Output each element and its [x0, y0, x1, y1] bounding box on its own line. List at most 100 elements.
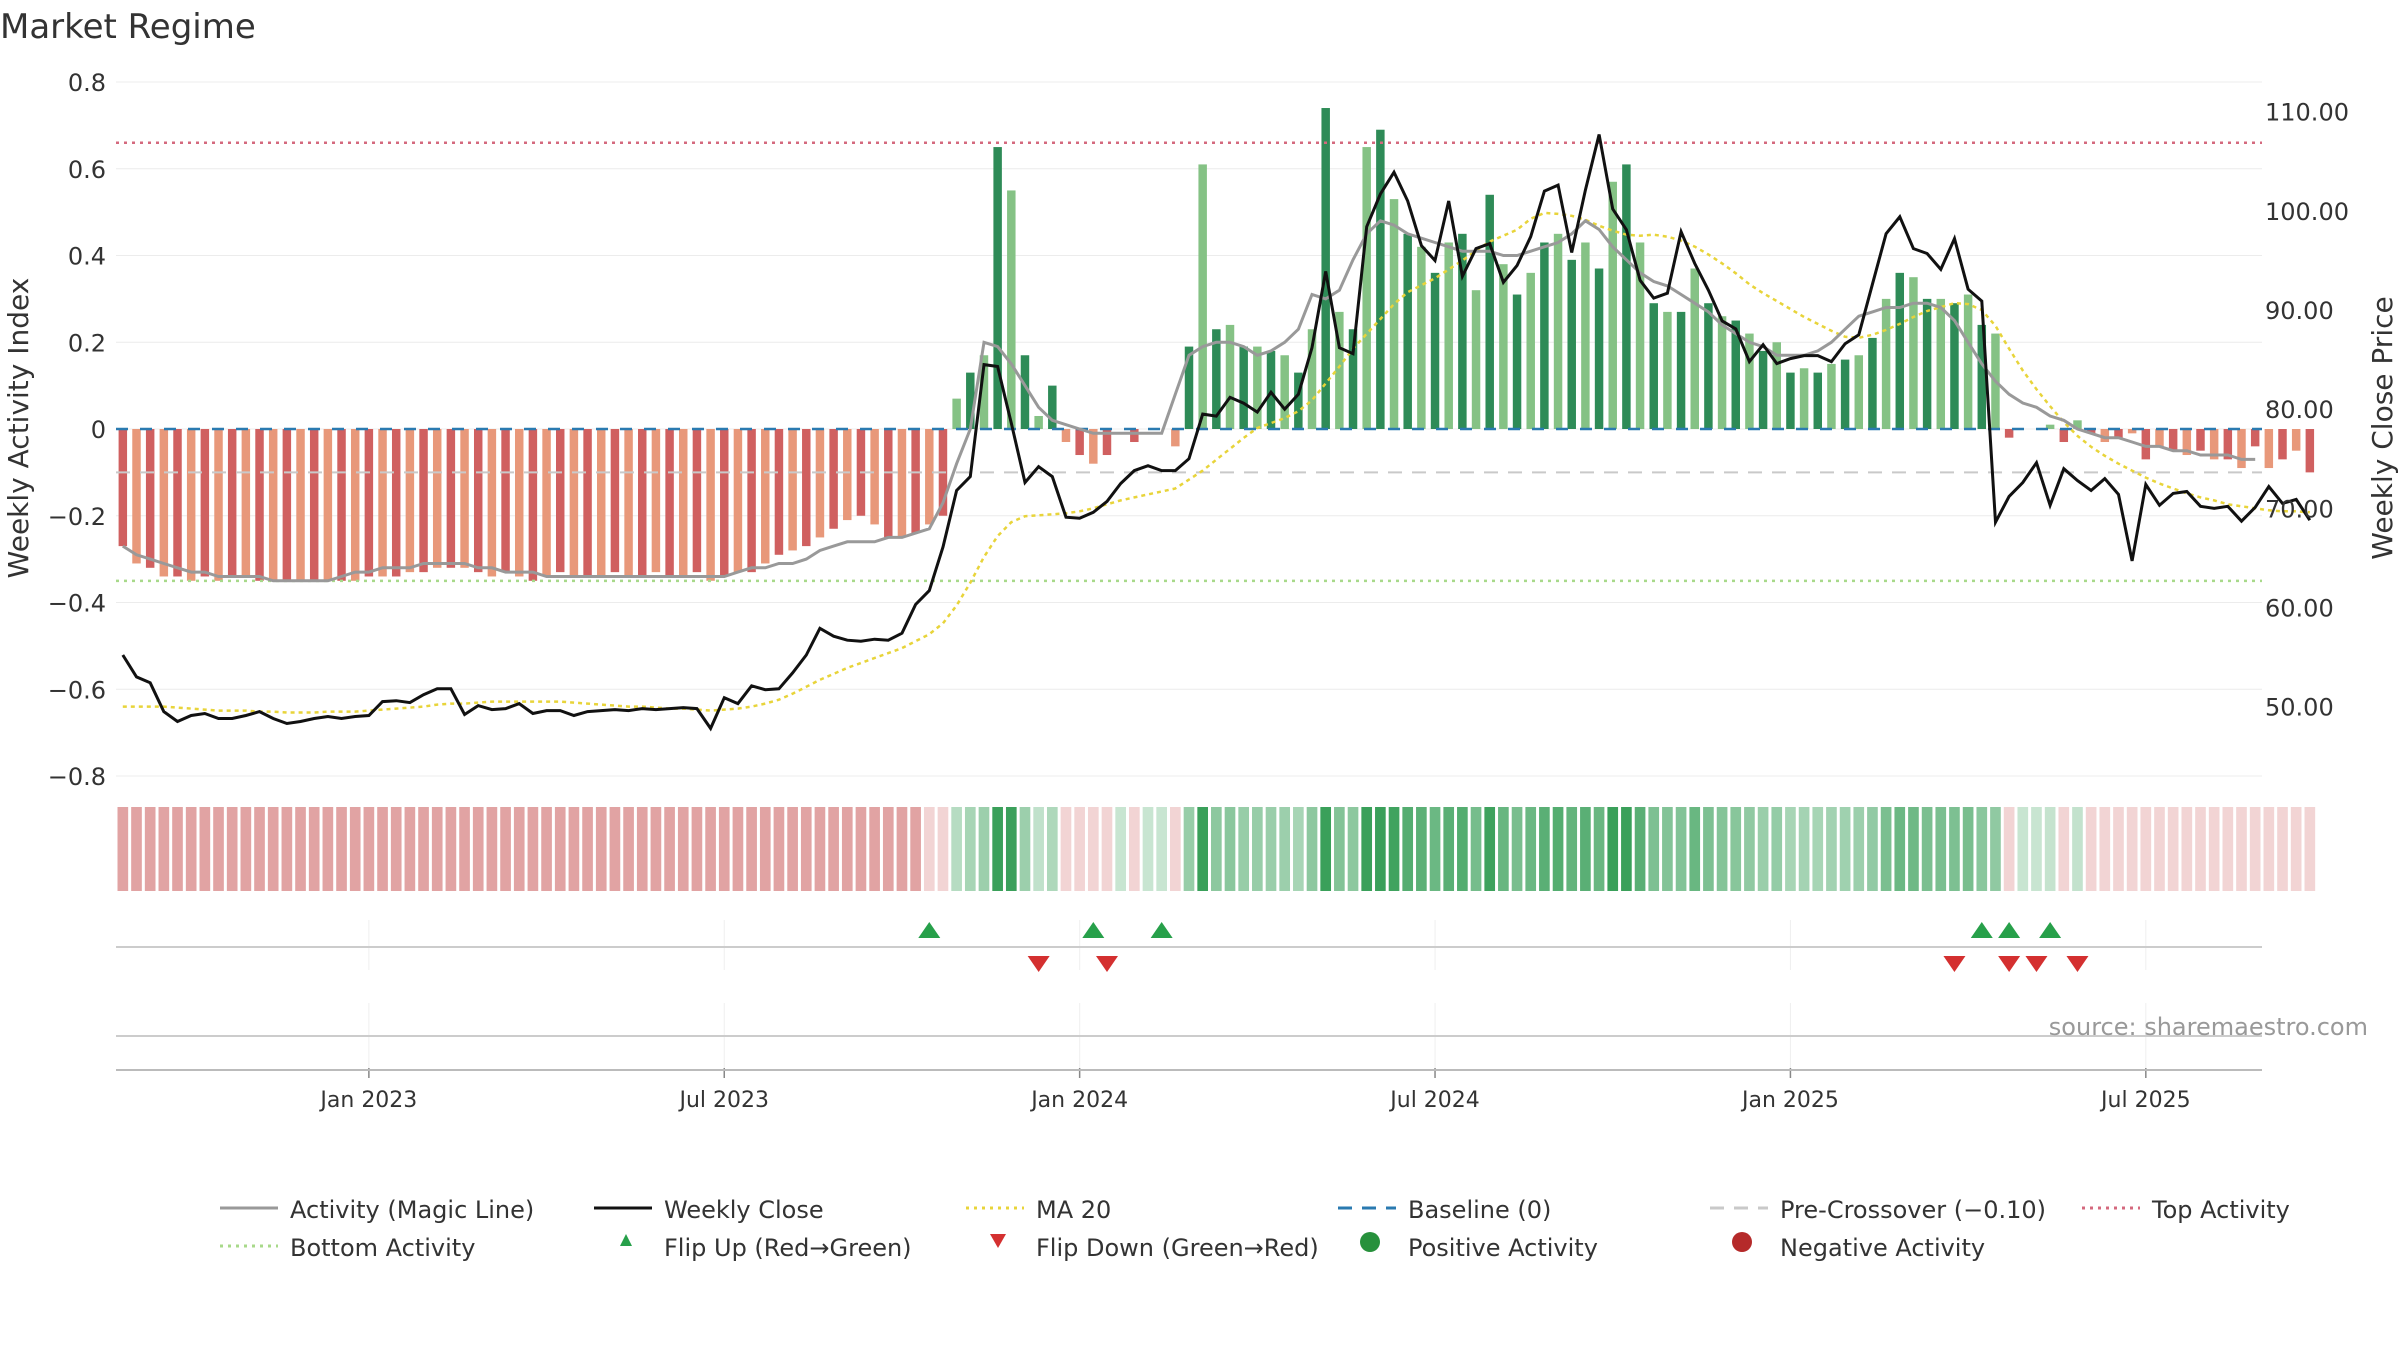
regime-cell	[1197, 807, 1208, 891]
x-tick-label: Jul 2025	[2099, 1088, 2191, 1113]
regime-cell	[855, 807, 867, 891]
regime-cell	[759, 807, 771, 891]
activity-bar	[1294, 372, 1303, 429]
legend-label: Positive Activity	[1408, 1234, 1598, 1262]
activity-bar	[1389, 199, 1399, 429]
activity-bar	[692, 429, 702, 573]
activity-bar	[747, 429, 756, 573]
activity-bar	[200, 429, 210, 577]
regime-cell	[185, 807, 197, 891]
legend-label: MA 20	[1036, 1196, 1111, 1224]
activity-bar	[1526, 272, 1535, 429]
activity-bar	[1635, 242, 1645, 429]
regime-strip	[117, 807, 2316, 891]
x-tick-label: Jan 2023	[318, 1088, 417, 1113]
activity-bar	[2237, 429, 2246, 469]
regime-cell	[1757, 807, 1769, 891]
activity-bar	[1253, 346, 1262, 429]
regime-cell	[1074, 807, 1085, 891]
activity-bar	[1567, 259, 1576, 429]
regime-cell	[869, 807, 880, 891]
activity-bar	[337, 429, 346, 581]
regime-cell	[1607, 807, 1619, 891]
regime-cell	[2195, 807, 2206, 891]
regime-cell	[1443, 807, 1455, 891]
legend-label: Bottom Activity	[290, 1234, 475, 1262]
regime-cell	[2208, 807, 2220, 891]
right-tick-label: 110.00	[2265, 99, 2349, 127]
regime-cell	[295, 807, 306, 891]
regime-cell	[787, 807, 798, 891]
activity-bar	[2168, 429, 2178, 451]
activity-bar	[1881, 298, 1891, 429]
regime-cell	[896, 807, 908, 891]
activity-bar	[1307, 329, 1317, 429]
regime-cell	[582, 807, 593, 891]
flip-up-marker	[2039, 922, 2062, 938]
activity-bar	[2278, 429, 2287, 460]
regime-cell	[732, 807, 744, 891]
activity-bar	[350, 429, 360, 581]
activity-bar	[1102, 429, 1112, 456]
flip-up-marker	[1970, 922, 1993, 938]
regime-cell	[992, 807, 1003, 891]
regime-cell	[2304, 807, 2316, 891]
regime-cell	[172, 807, 183, 891]
regime-cell	[1470, 807, 1482, 891]
activity-bar	[173, 429, 182, 577]
activity-bar	[118, 429, 128, 547]
regime-cell	[1156, 807, 1167, 891]
activity-bar	[2004, 429, 2014, 438]
regime-cell	[1675, 807, 1687, 891]
regime-cell	[226, 807, 238, 891]
legend-label: Baseline (0)	[1408, 1196, 1551, 1224]
activity-bar	[1458, 233, 1467, 429]
activity-bar	[132, 429, 141, 564]
legend-swatch	[1360, 1232, 1380, 1252]
activity-bar	[1130, 429, 1139, 443]
activity-bar	[1717, 316, 1727, 429]
activity-bar	[1950, 303, 1959, 429]
magic-line	[121, 218, 2256, 583]
activity-bar	[788, 429, 797, 551]
activity-bar	[870, 429, 879, 525]
regime-cell	[445, 807, 457, 891]
regime-cell	[1211, 807, 1222, 891]
regime-cell	[1976, 807, 1988, 891]
regime-cell	[1593, 807, 1605, 891]
regime-cell	[964, 807, 976, 891]
activity-bar	[419, 429, 428, 573]
reference-lines	[116, 141, 2262, 583]
regime-cell	[1238, 807, 1250, 891]
activity-bar	[2141, 429, 2151, 460]
regime-cell	[937, 807, 949, 891]
activity-bar	[1540, 242, 1549, 429]
legend: Activity (Magic Line) Weekly Close MA 20 Ba…	[220, 1196, 2290, 1262]
regime-cell	[281, 807, 293, 891]
activity-bar	[1745, 333, 1754, 429]
regime-cell	[322, 807, 334, 891]
flip-down-marker	[1095, 956, 1118, 972]
activity-bar	[2223, 429, 2233, 460]
regime-cell	[486, 807, 498, 891]
regime-cell	[336, 807, 347, 891]
activity-bar	[1895, 272, 1905, 429]
left-tick-label: 0	[91, 416, 106, 444]
activity-bar	[282, 429, 292, 581]
flip-down-marker	[2025, 956, 2048, 972]
regime-cell	[1949, 807, 1960, 891]
activity-bar	[405, 429, 415, 573]
right-tick-label: 70.00	[2265, 495, 2334, 523]
activity-bar	[1061, 429, 1071, 443]
activity-bar	[2305, 429, 2315, 473]
regime-cell	[404, 807, 416, 891]
activity-bar	[2250, 429, 2260, 447]
activity-bar	[2086, 429, 2096, 434]
activity-bar	[1239, 346, 1248, 429]
activity-bar	[1786, 372, 1795, 429]
activity-bar	[569, 429, 579, 577]
activity-bar	[761, 429, 770, 564]
regime-cell	[2085, 807, 2097, 891]
regime-cell	[2181, 807, 2193, 891]
